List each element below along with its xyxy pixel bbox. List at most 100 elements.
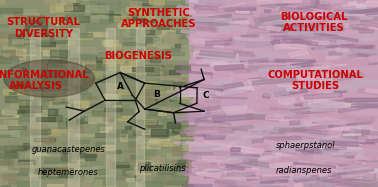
Bar [192,16,231,20]
Bar [278,44,307,49]
Bar [115,107,121,112]
Bar [141,80,161,86]
Bar [288,90,324,96]
Bar [333,62,370,69]
Bar [187,17,232,22]
Text: SYNTHETIC
APPROACHES: SYNTHETIC APPROACHES [121,8,197,29]
Bar [326,56,339,60]
Bar [186,128,222,130]
Bar [37,110,53,117]
Bar [127,128,140,133]
Bar [184,104,221,114]
Bar [77,80,96,85]
Bar [263,38,273,41]
Bar [286,155,322,159]
Bar [278,85,312,88]
Bar [47,64,62,66]
Bar [313,99,357,109]
Bar [33,78,49,85]
Bar [138,11,155,17]
Bar [4,157,11,161]
Bar [199,16,220,21]
Bar [316,71,356,75]
Bar [254,63,290,65]
Bar [73,54,92,59]
Bar [46,102,58,104]
Bar [94,177,112,185]
Bar [273,127,293,132]
Bar [260,14,280,19]
Bar [365,153,378,159]
Bar [0,161,8,165]
Bar [40,27,57,30]
Bar [24,9,36,14]
Bar [242,36,257,39]
Bar [283,74,301,76]
Bar [272,152,304,157]
Bar [352,49,378,53]
Text: BIOGENESIS: BIOGENESIS [104,51,172,61]
Bar [274,88,308,96]
Bar [148,142,160,144]
Bar [299,161,309,165]
Bar [366,139,378,143]
Bar [167,66,180,69]
Bar [236,85,264,90]
Bar [132,67,153,71]
Bar [353,28,366,30]
Bar [204,136,225,139]
Bar [244,126,279,132]
Bar [19,68,39,71]
Bar [202,29,213,31]
Bar [253,17,293,22]
Bar [260,61,286,65]
Bar [357,125,373,130]
Bar [178,77,186,84]
Bar [335,47,347,53]
Bar [68,16,89,22]
Bar [123,16,135,21]
Bar [183,155,201,159]
Bar [114,14,125,21]
Bar [287,36,318,42]
Bar [173,117,185,122]
Bar [21,107,41,109]
Bar [262,170,271,172]
Bar [181,86,187,88]
Bar [246,41,275,48]
Bar [31,19,40,23]
Bar [259,2,288,5]
Bar [233,171,246,175]
Bar [142,100,154,104]
Bar [214,148,249,151]
Bar [44,163,61,166]
Bar [326,72,365,83]
Bar [294,183,303,187]
Bar [122,97,141,101]
Bar [196,125,211,130]
Bar [91,16,108,18]
Bar [369,27,378,29]
Bar [74,79,80,84]
Bar [237,172,263,176]
Bar [216,87,254,95]
Bar [142,130,150,137]
Bar [144,119,156,124]
Bar [181,91,188,98]
Bar [213,45,224,49]
Bar [243,159,257,162]
Bar [93,183,102,187]
Bar [138,144,149,150]
Bar [194,52,239,59]
Bar [360,143,375,144]
Bar [5,51,22,57]
Bar [297,10,324,17]
Bar [122,104,129,108]
Polygon shape [4,60,94,97]
Bar [271,35,310,40]
Bar [290,107,310,111]
Bar [59,173,73,177]
Bar [356,182,378,187]
Bar [105,63,115,69]
Bar [162,107,181,111]
